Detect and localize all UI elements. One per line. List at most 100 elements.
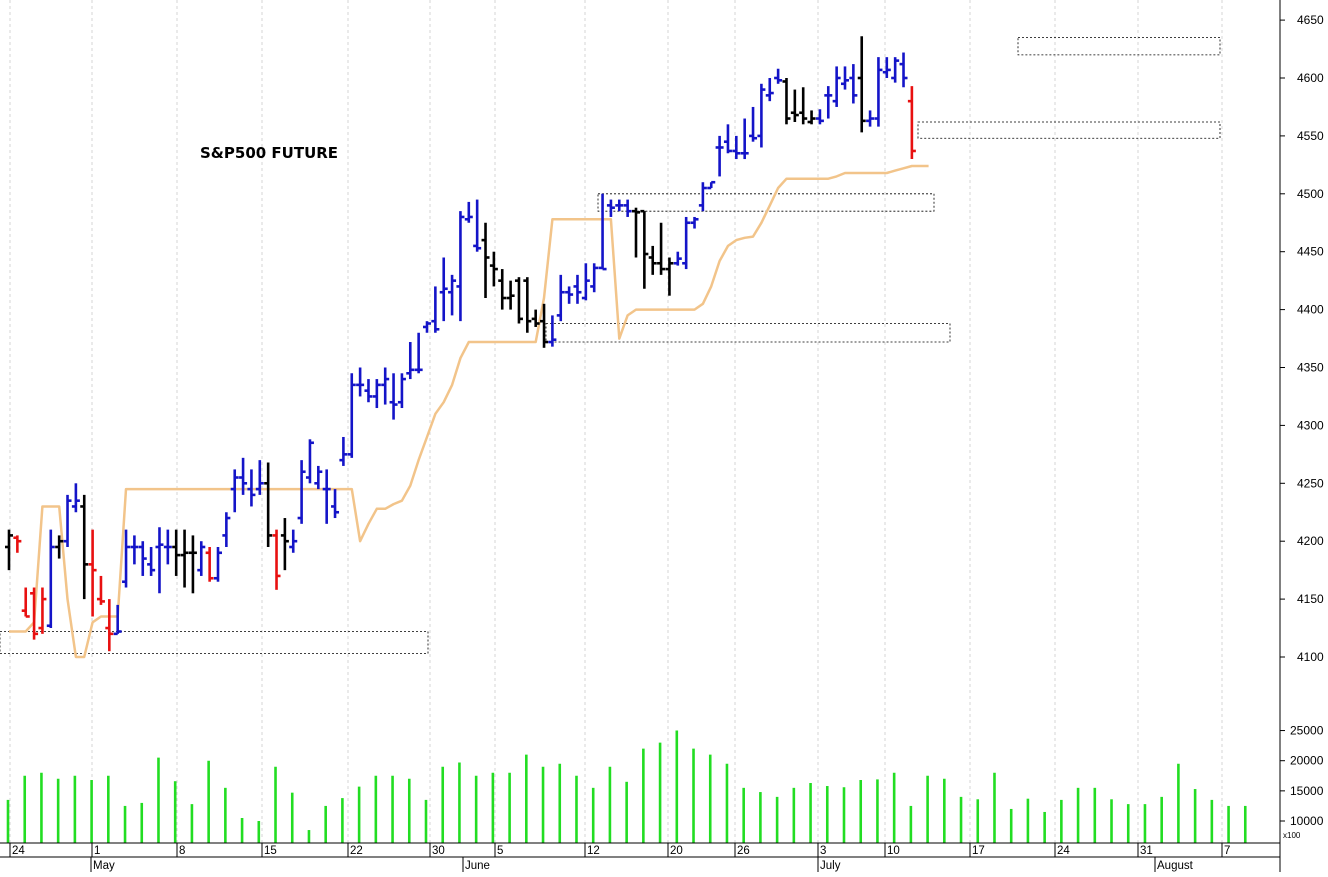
ohlc-bar (431, 286, 440, 333)
ohlc-bar (740, 118, 749, 160)
ohlc-bar (172, 529, 181, 576)
price-tick-label: 4200 (1297, 534, 1324, 548)
ohlc-bar (222, 512, 231, 547)
ohlc-bar (347, 373, 356, 458)
ohlc-bar (105, 599, 114, 652)
ohlc-bar (88, 529, 97, 617)
date-tick-label: 22 (350, 845, 363, 857)
ohlc-bar (414, 332, 423, 374)
ohlc-bar (632, 207, 640, 258)
ohlc-bar (498, 269, 507, 310)
ohlc-bar (397, 373, 406, 409)
consolidation-box (0, 631, 429, 654)
ohlc-bar (774, 68, 783, 84)
ohlc-bar (598, 193, 607, 271)
ohlc-bar (723, 124, 732, 154)
ohlc-bar (882, 57, 891, 78)
ohlc-bar (356, 367, 365, 397)
ohlc-bar (857, 36, 866, 133)
ohlc-bar (648, 245, 657, 275)
ohlc-bar (891, 57, 900, 83)
ohlc-bar (155, 527, 164, 594)
ohlc-bar (147, 546, 156, 576)
date-axis-labels: 24 1 8 15 22 30 5 12 20 26 3 10 17 24 31 7 May June July Au… (9, 843, 1230, 872)
price-tick-label: 4400 (1297, 303, 1324, 317)
volume-tick-label: 15000 (1290, 784, 1324, 798)
price-bars (5, 36, 916, 652)
consolidation-box (545, 323, 951, 343)
ohlc-bar (690, 216, 699, 229)
ohlc-bar (55, 535, 64, 559)
ohlc-bar (264, 462, 273, 547)
ohlc-bar (673, 251, 682, 266)
date-tick-label: 24 (12, 845, 25, 857)
ohlc-bar (782, 78, 791, 125)
ohlc-bar (255, 460, 264, 495)
price-tick-label: 4500 (1297, 187, 1324, 201)
ohlc-bar (130, 535, 139, 565)
ohlc-bar (464, 201, 473, 223)
ohlc-bar (331, 489, 340, 519)
ohlc-bar (372, 379, 381, 409)
ohlc-bar (381, 367, 390, 405)
ohlc-bar (96, 575, 105, 605)
volume-axis-labels: 10000 15000 20000 25000 (1280, 724, 1324, 828)
ohlc-bar (163, 529, 172, 565)
date-tick-label: 1 (94, 845, 100, 857)
stop-line-group (9, 164, 929, 659)
date-tick-label: 20 (670, 845, 683, 857)
ohlc-bar (824, 86, 833, 119)
date-tick-label: 7 (1224, 845, 1230, 857)
ohlc-bar (406, 342, 415, 380)
ohlc-bar (790, 89, 799, 123)
ohlc-bar (489, 251, 498, 287)
ohlc-bar (297, 460, 306, 524)
price-axis-labels: 4100 4150 4200 4250 4300 4350 4400 4450 4500 4550… (1280, 13, 1324, 664)
ohlc-bar (506, 280, 515, 310)
consolidation-boxes (0, 37, 1221, 654)
ohlc-bar (314, 465, 323, 490)
ohlc-bar (757, 83, 766, 148)
ohlc-bar (180, 529, 189, 588)
ohlc-bar (197, 541, 206, 576)
ohlc-bar (707, 180, 716, 190)
ohlc-bar (214, 546, 222, 582)
volume-tick-label: 25000 (1290, 724, 1324, 738)
month-tick-label: July (820, 860, 841, 872)
date-tick-label: 10 (887, 845, 900, 857)
ohlc-bar (832, 66, 841, 107)
ohlc-bar (640, 209, 649, 289)
ohlc-bar (540, 303, 549, 348)
ohlc-bar (138, 541, 147, 576)
price-tick-label: 4450 (1297, 245, 1324, 259)
ohlc-bar (456, 211, 465, 322)
ohlc-bar (80, 494, 89, 600)
consolidation-box (1017, 37, 1221, 56)
volume-tick-label: 10000 (1290, 814, 1324, 828)
ohlc-bar (531, 309, 540, 327)
ohlc-bar (866, 110, 875, 127)
ohlc-bar (423, 321, 431, 333)
ohlc-bar (46, 529, 55, 629)
date-tick-label: 5 (497, 845, 503, 857)
axes (0, 0, 1281, 872)
ohlc-bar (565, 286, 574, 304)
ohlc-bar (590, 263, 599, 293)
ohlc-bar (657, 222, 666, 275)
ohlc-bar (239, 457, 248, 495)
ohlc-bar (205, 546, 214, 582)
ohlc-bar (13, 535, 22, 553)
date-tick-label: 30 (432, 845, 445, 857)
ohlc-bar (715, 135, 724, 177)
price-tick-label: 4300 (1297, 418, 1324, 432)
ohlc-bar (581, 263, 590, 301)
ohlc-bar (30, 587, 39, 640)
ohlc-bar (807, 110, 816, 125)
price-tick-label: 4100 (1297, 650, 1324, 664)
ohlc-bar (473, 199, 482, 252)
month-tick-label: June (465, 860, 490, 872)
ohlc-bar (732, 135, 741, 160)
ohlc-bar (514, 277, 523, 324)
volume-unit-label: x100 (1283, 831, 1301, 840)
